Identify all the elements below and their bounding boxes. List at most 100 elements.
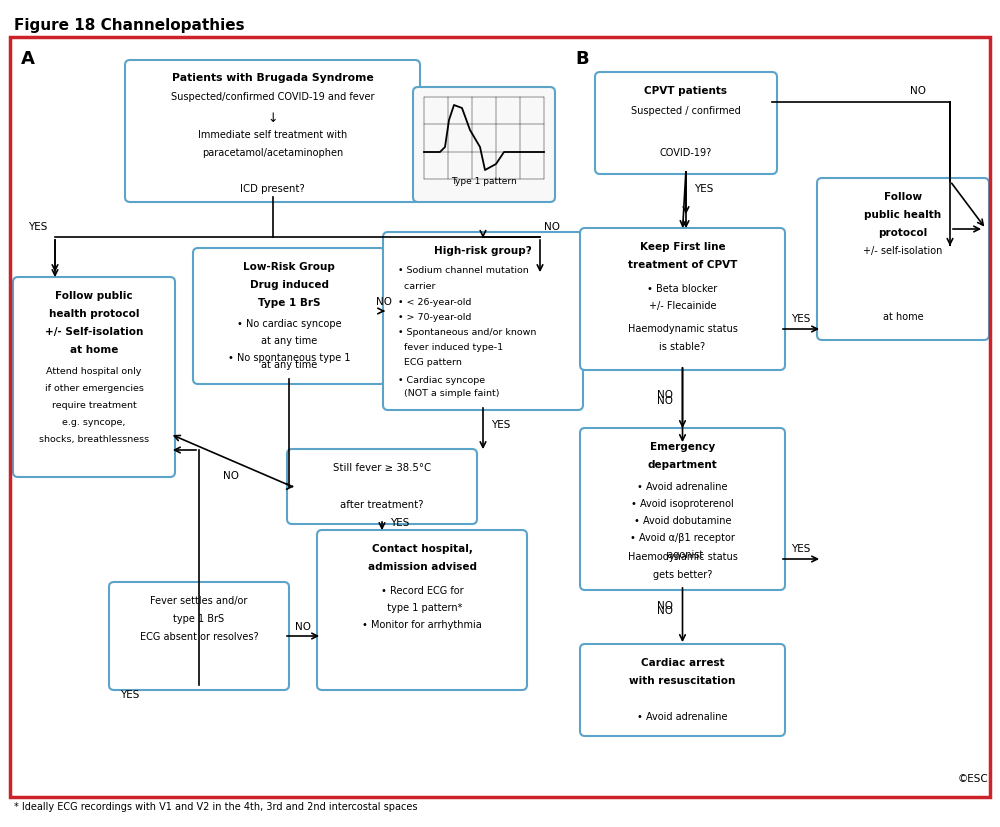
- FancyBboxPatch shape: [193, 249, 385, 385]
- Text: shocks, breathlessness: shocks, breathlessness: [39, 434, 149, 443]
- Text: • Avoid adrenaline: • Avoid adrenaline: [637, 481, 728, 491]
- Text: Attend hospital only: Attend hospital only: [46, 366, 142, 375]
- Text: ECG pattern: ECG pattern: [398, 357, 462, 366]
- Text: YES: YES: [28, 222, 47, 232]
- Text: • Record ECG for: • Record ECG for: [381, 586, 463, 595]
- FancyBboxPatch shape: [413, 88, 555, 203]
- Text: NO: NO: [656, 600, 672, 610]
- Text: Emergency: Emergency: [650, 442, 715, 452]
- Text: agonist: agonist: [661, 549, 704, 559]
- Text: health protocol: health protocol: [49, 308, 139, 318]
- Text: • Sodium channel mutation: • Sodium channel mutation: [398, 265, 529, 275]
- Text: Contact hospital,: Contact hospital,: [372, 543, 472, 553]
- Text: Fever settles and/or: Fever settles and/or: [150, 595, 248, 605]
- FancyBboxPatch shape: [287, 449, 477, 524]
- Text: +/- Self-isolation: +/- Self-isolation: [45, 327, 143, 337]
- Text: NO: NO: [656, 605, 672, 615]
- FancyBboxPatch shape: [817, 179, 989, 341]
- Text: protocol: protocol: [878, 227, 928, 237]
- Text: with resuscitation: with resuscitation: [629, 675, 736, 686]
- Text: Type 1 BrS: Type 1 BrS: [258, 298, 320, 308]
- Text: (NOT a simple faint): (NOT a simple faint): [398, 389, 500, 398]
- Text: NO: NO: [223, 471, 239, 481]
- Text: type 1 pattern*: type 1 pattern*: [381, 602, 463, 612]
- Text: at home: at home: [883, 312, 923, 322]
- Text: CPVT patients: CPVT patients: [644, 86, 728, 96]
- Text: YES: YES: [694, 184, 713, 194]
- FancyBboxPatch shape: [595, 73, 777, 174]
- FancyBboxPatch shape: [13, 278, 175, 477]
- Text: NO: NO: [544, 222, 560, 232]
- Text: • > 70-year-old: • > 70-year-old: [398, 313, 471, 322]
- Text: • No spontaneous type 1: • No spontaneous type 1: [228, 352, 350, 362]
- FancyBboxPatch shape: [317, 530, 527, 691]
- Text: Still fever ≥ 38.5°C: Still fever ≥ 38.5°C: [333, 462, 431, 472]
- Text: Drug induced: Drug induced: [250, 280, 328, 289]
- Text: B: B: [575, 50, 589, 68]
- Text: * Ideally ECG recordings with V1 and V2 in the 4th, 3rd and 2nd intercostal spac: * Ideally ECG recordings with V1 and V2 …: [14, 801, 418, 811]
- Text: department: department: [648, 460, 717, 470]
- Text: +/- Flecainide: +/- Flecainide: [649, 301, 716, 311]
- Text: NO: NO: [910, 86, 926, 96]
- Text: • Avoid α/β1 receptor: • Avoid α/β1 receptor: [630, 533, 735, 543]
- Text: NO: NO: [656, 390, 672, 399]
- FancyBboxPatch shape: [383, 232, 583, 410]
- Text: require treatment: require treatment: [52, 400, 136, 409]
- FancyBboxPatch shape: [580, 644, 785, 736]
- Text: Type 1 pattern: Type 1 pattern: [451, 177, 517, 186]
- Text: ↓: ↓: [267, 112, 278, 125]
- Text: Low-Risk Group: Low-Risk Group: [243, 261, 335, 272]
- Text: at any time: at any time: [261, 336, 317, 346]
- Text: ©ESC: ©ESC: [957, 773, 988, 783]
- Text: at home: at home: [70, 345, 118, 355]
- Text: admission advised: admission advised: [368, 562, 477, 571]
- Text: A: A: [21, 50, 35, 68]
- Text: NO: NO: [376, 297, 392, 307]
- Text: Cardiac arrest: Cardiac arrest: [641, 657, 724, 667]
- FancyBboxPatch shape: [125, 61, 420, 203]
- Text: Keep First line: Keep First line: [640, 241, 725, 251]
- FancyBboxPatch shape: [580, 229, 785, 370]
- Text: fever induced type-1: fever induced type-1: [398, 342, 503, 351]
- Text: Patients with Brugada Syndrome: Patients with Brugada Syndrome: [172, 73, 373, 83]
- Text: Figure 18 Channelopathies: Figure 18 Channelopathies: [14, 18, 245, 33]
- Text: Haemodynamic status: Haemodynamic status: [628, 552, 737, 562]
- Text: YES: YES: [120, 689, 139, 699]
- FancyBboxPatch shape: [109, 582, 289, 691]
- Text: • Cardiac syncope: • Cardiac syncope: [398, 375, 485, 385]
- Text: carrier: carrier: [398, 282, 436, 290]
- Text: YES: YES: [390, 518, 409, 528]
- Text: YES: YES: [491, 420, 510, 430]
- Text: YES: YES: [791, 543, 811, 553]
- Text: • Avoid isoproterenol: • Avoid isoproterenol: [631, 499, 734, 509]
- Text: • Spontaneous and/or known: • Spontaneous and/or known: [398, 327, 536, 337]
- Text: paracetamol/acetaminophen: paracetamol/acetaminophen: [202, 148, 343, 158]
- Text: NO: NO: [295, 621, 311, 631]
- Text: after treatment?: after treatment?: [340, 500, 424, 509]
- Text: Follow: Follow: [884, 192, 922, 202]
- FancyBboxPatch shape: [580, 428, 785, 590]
- Text: • Beta blocker: • Beta blocker: [647, 284, 718, 294]
- Text: • < 26-year-old: • < 26-year-old: [398, 298, 471, 307]
- Text: • Monitor for arrhythmia: • Monitor for arrhythmia: [362, 619, 482, 629]
- Text: is stable?: is stable?: [659, 342, 706, 351]
- Text: Suspected / confirmed: Suspected / confirmed: [631, 106, 741, 116]
- Text: Haemodynamic status: Haemodynamic status: [628, 323, 737, 333]
- Text: • No cardiac syncope: • No cardiac syncope: [237, 318, 341, 328]
- Text: type 1 BrS: type 1 BrS: [173, 614, 225, 624]
- Text: YES: YES: [791, 313, 811, 323]
- Text: e.g. syncope,: e.g. syncope,: [62, 418, 126, 427]
- Text: ECG absent or resolves?: ECG absent or resolves?: [140, 631, 258, 641]
- Text: ICD present?: ICD present?: [240, 184, 305, 194]
- Text: COVID-19?: COVID-19?: [660, 148, 712, 158]
- Text: gets better?: gets better?: [653, 569, 712, 579]
- Text: NO: NO: [656, 395, 672, 405]
- Text: public health: public health: [864, 210, 942, 220]
- Text: • Avoid adrenaline: • Avoid adrenaline: [637, 711, 728, 721]
- Text: High-risk group?: High-risk group?: [434, 246, 532, 256]
- Text: treatment of CPVT: treatment of CPVT: [628, 260, 737, 270]
- Text: at any time: at any time: [261, 360, 317, 370]
- Text: +/- self-isolation: +/- self-isolation: [863, 246, 943, 256]
- Text: Follow public: Follow public: [55, 290, 133, 301]
- Text: Immediate self treatment with: Immediate self treatment with: [198, 130, 347, 140]
